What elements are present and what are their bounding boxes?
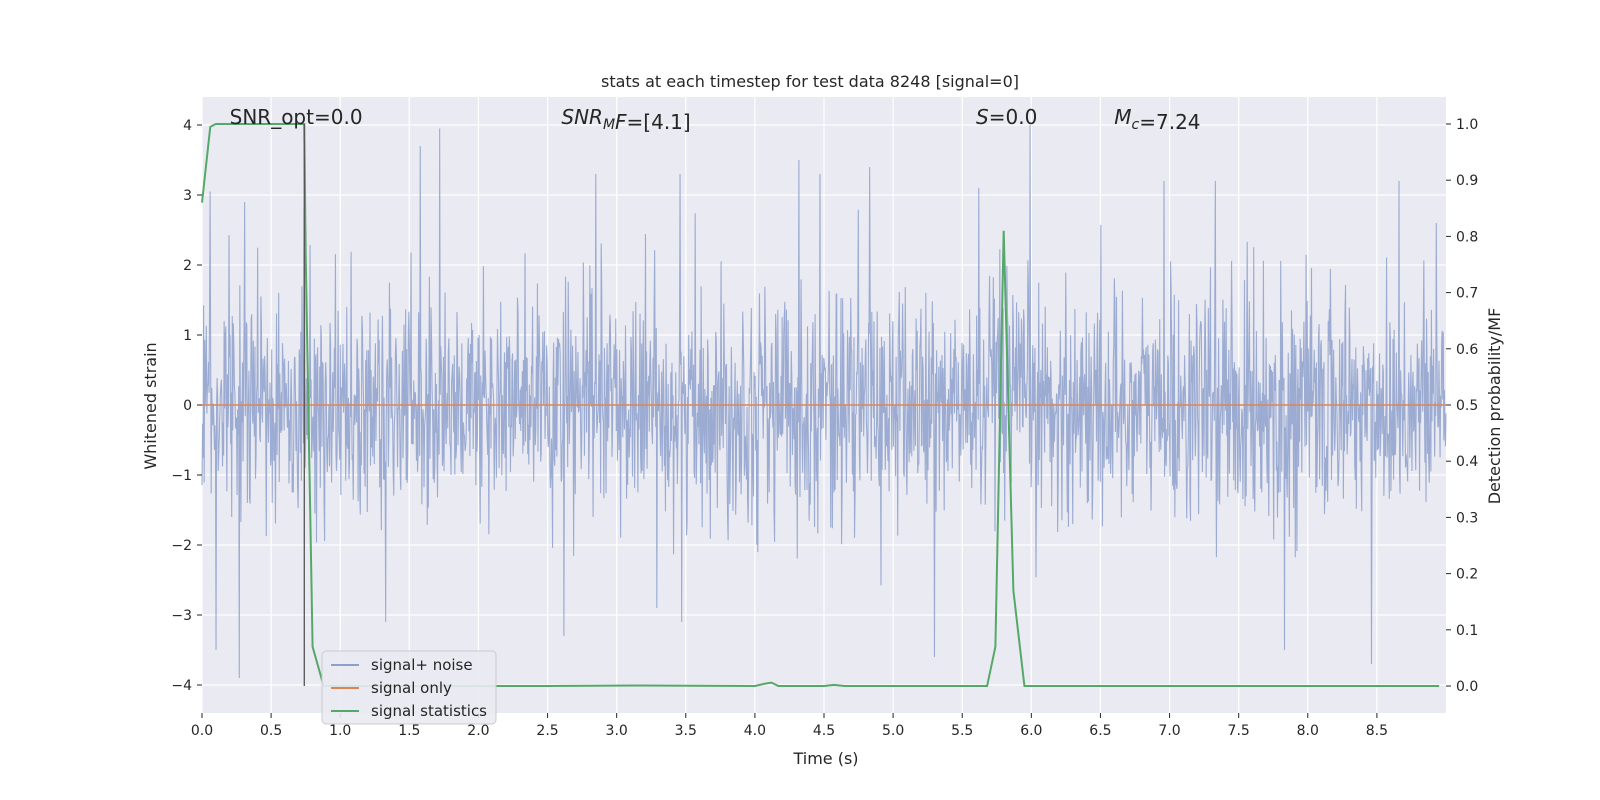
y-tick-label: 3	[183, 188, 192, 204]
y2-tick-label: 0.0	[1456, 679, 1478, 695]
x-axis-label: Time (s)	[792, 749, 858, 768]
y2-tick-label: 0.8	[1456, 229, 1478, 245]
x-tick-label: 5.0	[882, 723, 904, 739]
series-signal-statistics	[201, 122, 1440, 688]
legend-label: signal+ noise	[371, 656, 473, 674]
annotation-snr_mf: SNRMF=[4.1]	[561, 105, 690, 134]
series-signal-noise	[201, 124, 1447, 679]
y2-tick-label: 0.5	[1456, 398, 1478, 414]
y-tick-label: −4	[171, 678, 192, 694]
x-tick-label: 1.0	[329, 723, 351, 739]
x-tick-label: 3.0	[606, 723, 628, 739]
legend-label: signal only	[371, 679, 452, 697]
y-tick-label: −1	[171, 468, 192, 484]
x-tick-label: 5.5	[951, 723, 973, 739]
x-tick-label: 6.5	[1089, 723, 1111, 739]
y-axis-label: Whitened strain	[141, 342, 160, 469]
x-tick-label: 4.5	[813, 723, 835, 739]
x-tick-label: 4.0	[744, 723, 766, 739]
y2-tick-label: 1.0	[1456, 117, 1478, 133]
x-tick-label: 3.5	[675, 723, 697, 739]
legend-box	[321, 650, 497, 725]
x-tick-label: 8.5	[1366, 723, 1388, 739]
x-tick-label: 7.5	[1228, 723, 1250, 739]
x-tick-label: 7.0	[1158, 723, 1180, 739]
annotation-snr_opt: SNR_opt=0.0	[230, 105, 363, 129]
annotation-s: S=0.0	[976, 105, 1037, 129]
x-tick-label: 0.5	[260, 723, 282, 739]
x-tick-label: 2.5	[536, 723, 558, 739]
x-tick-label: 1.5	[398, 723, 420, 739]
y-tick-label: 1	[183, 328, 192, 344]
x-tick-label: 6.0	[1020, 723, 1042, 739]
y2-tick-label: 0.3	[1456, 510, 1478, 526]
x-tick-label: 8.0	[1297, 723, 1319, 739]
y-tick-label: 2	[183, 258, 192, 274]
y2-tick-label: 0.4	[1456, 454, 1478, 470]
x-tick-label: 0.0	[191, 723, 213, 739]
y2-tick-label: 0.7	[1456, 286, 1478, 302]
y2-tick-label: 0.6	[1456, 342, 1478, 358]
y-tick-label: −2	[171, 538, 192, 554]
legend: signal+ noise signal only signal statistic…	[321, 650, 497, 725]
y2-tick-label: 0.1	[1456, 623, 1478, 639]
y2-axis-label: Detection probability/MF	[1485, 308, 1504, 505]
y2-tick-label: 0.9	[1456, 173, 1478, 189]
chart-title: stats at each timestep for test data 824…	[601, 72, 1019, 91]
y2-tick-label: 0.2	[1456, 567, 1478, 583]
legend-label: signal statistics	[371, 702, 487, 720]
y-tick-label: −3	[171, 608, 192, 624]
y-tick-label: 4	[183, 118, 192, 134]
y-tick-label: 0	[183, 398, 192, 414]
x-tick-label: 2.0	[467, 723, 489, 739]
annotation-mc: Mc=7.24	[1114, 105, 1200, 134]
